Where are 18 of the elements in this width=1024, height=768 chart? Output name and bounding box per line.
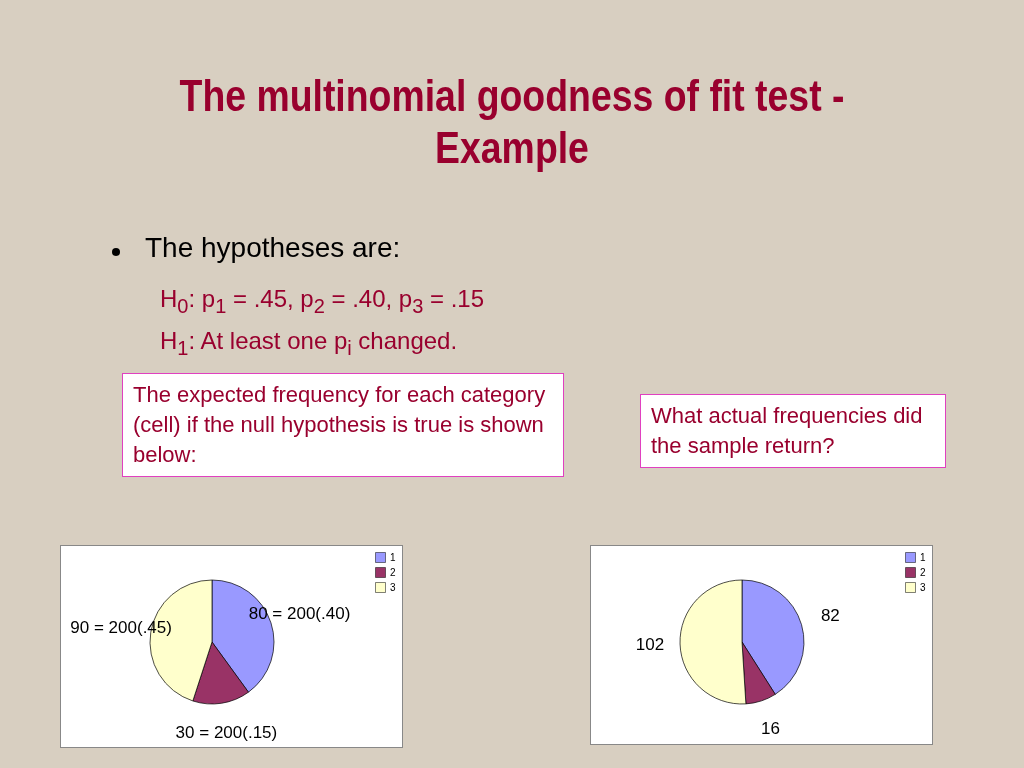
- text: The multinomial goodness of fit test - Example: [178, 70, 846, 174]
- legend-label: 1: [920, 551, 926, 563]
- data-label: 80 = 200(.40): [248, 603, 351, 623]
- text: H$_{1}$: At least one p$_{i}$ changed.: [160, 327, 458, 360]
- legend-label: 1: [390, 551, 396, 563]
- legend-label: 3: [390, 581, 396, 593]
- legend-label: 2: [920, 566, 926, 578]
- text: The hypotheses are:: [145, 232, 401, 263]
- data-label: 82: [820, 606, 840, 626]
- text: H$_{0}$: p$_{1}$ = .45, p$_{2}$ = .40, p$_{3}$ = .15: [160, 285, 485, 317]
- data-label: 90 = 200(.45): [70, 617, 172, 637]
- data-label: 16: [760, 719, 780, 739]
- legend-label: 2: [390, 566, 396, 578]
- data-label: 30 = 200(.15): [175, 722, 278, 742]
- legend-label: 3: [920, 581, 926, 593]
- text: The expected frequency for each category (cell) if the null hypothesis is true is shown below:: [122, 373, 564, 477]
- text: What actual frequencies did the sample return?: [640, 394, 946, 468]
- data-label: 102: [635, 634, 665, 654]
